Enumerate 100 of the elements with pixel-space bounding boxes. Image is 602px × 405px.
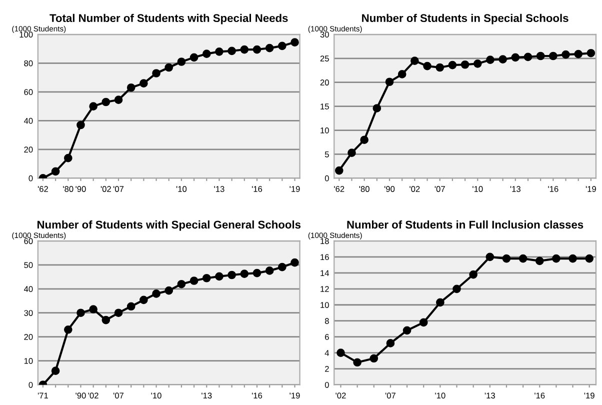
point <box>51 366 60 376</box>
y-tick-label: 60 <box>24 89 33 96</box>
x-tick-label: '07 <box>113 186 124 192</box>
point <box>536 52 545 60</box>
point <box>240 45 249 54</box>
x-tick-label: '80 <box>359 186 370 192</box>
point <box>177 280 186 288</box>
point <box>385 78 394 86</box>
y-tick-label: 25 <box>320 56 329 62</box>
point <box>498 55 507 64</box>
x-tick-label: '16 <box>548 186 558 192</box>
x-tick-label: '13 <box>484 392 495 399</box>
point <box>436 298 444 307</box>
x-tick-label: '02 <box>88 392 98 399</box>
point <box>448 60 457 70</box>
y-tick-label: 16 <box>320 254 329 260</box>
point <box>398 70 406 78</box>
point <box>76 308 85 318</box>
x-tick-label: '19 <box>584 392 594 399</box>
y-tick-label: 8 <box>324 318 329 324</box>
y-tick-label: 50 <box>24 262 33 268</box>
point <box>102 316 110 324</box>
point <box>89 102 98 110</box>
point <box>290 258 299 267</box>
y-tick-label: 0 <box>28 175 33 182</box>
x-tick-label: '13 <box>510 186 520 192</box>
y-tick-label: 40 <box>24 118 33 124</box>
point <box>102 98 110 106</box>
x-tick-label: '07 <box>113 392 124 399</box>
point <box>423 62 432 70</box>
x-tick-label: '02 <box>410 186 420 192</box>
chart-title: Number of Students in Full Inclusion classes <box>347 220 584 229</box>
y-tick-label: 14 <box>320 270 330 276</box>
point <box>278 42 286 50</box>
point <box>202 50 211 58</box>
y-tick-label: 30 <box>24 310 33 316</box>
point <box>402 326 412 335</box>
point <box>549 52 558 60</box>
point <box>562 50 570 59</box>
y-tick-label: 0 <box>28 382 33 388</box>
y-tick-label: 80 <box>24 60 33 66</box>
x-tick-label: '02 <box>336 392 346 399</box>
point <box>76 120 85 130</box>
point <box>372 104 382 112</box>
point <box>486 56 494 64</box>
point <box>353 358 362 367</box>
x-tick-label: '19 <box>586 186 596 192</box>
point <box>252 45 262 54</box>
point <box>586 48 596 58</box>
point <box>140 79 148 88</box>
point <box>419 318 428 327</box>
point <box>190 276 198 285</box>
point <box>265 266 274 275</box>
point <box>215 272 224 281</box>
y-tick-label: 20 <box>320 80 329 86</box>
y-tick-label: 0 <box>324 175 329 182</box>
y-tick-label: 5 <box>324 152 329 158</box>
point <box>386 339 395 348</box>
x-tick-label: '19 <box>290 392 300 399</box>
point <box>452 284 461 294</box>
point <box>190 53 198 62</box>
point <box>164 63 174 72</box>
point <box>114 308 123 318</box>
point <box>334 166 344 175</box>
point <box>252 268 262 278</box>
x-tick-label: '71 <box>38 392 48 398</box>
x-tick-label: '13 <box>202 392 212 399</box>
point <box>436 63 444 72</box>
point <box>265 44 274 52</box>
y-tick-label: 0 <box>324 382 329 388</box>
y-tick-label: 20 <box>24 334 33 340</box>
point <box>228 270 236 280</box>
chart-title: Total Number of Students with Special Needs <box>50 14 288 24</box>
point <box>568 254 577 263</box>
point <box>360 136 368 144</box>
point <box>152 69 160 78</box>
x-tick-label: '10 <box>435 392 446 399</box>
point <box>524 52 532 62</box>
y-tick-label: 2 <box>325 366 329 372</box>
point <box>535 256 544 266</box>
y-tick-label: 10 <box>320 302 329 308</box>
y-tick-label: 30 <box>320 32 329 38</box>
y-tick-label: 40 <box>24 286 33 292</box>
x-tick-label: '90 <box>76 392 86 399</box>
y-tick-label: 18 <box>320 238 329 244</box>
x-tick-label: '16 <box>252 392 262 399</box>
point <box>89 305 98 314</box>
x-tick-label: '10 <box>176 186 187 192</box>
y-tick-label: 12 <box>320 286 329 292</box>
x-tick-label: '16 <box>534 392 545 399</box>
x-tick-label: '19 <box>290 186 300 192</box>
y-tick-label: 100 <box>20 32 33 38</box>
y-tick-label: 60 <box>24 238 33 244</box>
point <box>126 83 136 92</box>
point <box>370 354 378 363</box>
y-tick-label: 10 <box>24 358 33 364</box>
point <box>574 50 583 58</box>
point <box>336 348 345 357</box>
point <box>585 254 594 263</box>
point <box>278 262 286 272</box>
